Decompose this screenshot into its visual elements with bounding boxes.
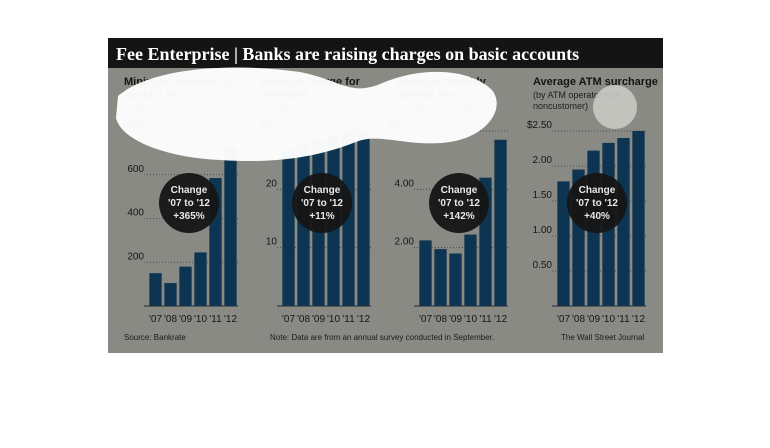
change-badge-text: Change xyxy=(171,185,208,196)
bar xyxy=(357,130,370,306)
graphic-title: Fee Enterprise | Banks are raising charg… xyxy=(116,44,580,64)
change-badge-text: '07 to '12 xyxy=(301,198,343,209)
x-tick-label: '08 xyxy=(434,314,447,325)
change-badge xyxy=(159,173,219,233)
x-tick-label: '07 xyxy=(149,314,162,325)
bar xyxy=(419,240,432,306)
x-tick-label: '10 xyxy=(602,314,615,325)
bar xyxy=(434,249,447,306)
x-tick-label: '08 xyxy=(572,314,585,325)
bar xyxy=(282,150,295,306)
change-badge-text: Change xyxy=(304,185,341,196)
change-badge-text: +142% xyxy=(443,211,475,222)
x-tick-label: '12 xyxy=(224,314,237,325)
y-tick-label: 2.00 xyxy=(395,237,415,248)
bar xyxy=(494,139,507,306)
bar xyxy=(449,253,462,306)
survey-note: Note: Data are from an annual survey con… xyxy=(270,333,495,342)
bar xyxy=(342,133,355,306)
publisher-credit: The Wall Street Journal xyxy=(561,333,645,342)
x-tick-label: '09 xyxy=(449,314,462,325)
charts-area: 200400600$800'07'08'09'10'11'12Change'07… xyxy=(122,120,646,325)
x-tick-label: '10 xyxy=(194,314,207,325)
x-tick-label: '07 xyxy=(419,314,432,325)
y-tick-label: 4.00 xyxy=(395,178,415,189)
y-tick-label: $800 xyxy=(122,120,145,131)
x-tick-label: '09 xyxy=(312,314,325,325)
y-tick-label: 2.00 xyxy=(533,155,553,166)
bar xyxy=(179,266,192,306)
infographic: Fee Enterprise | Banks are raising charg… xyxy=(108,38,663,353)
x-tick-label: '11 xyxy=(209,314,222,325)
y-tick-label: 200 xyxy=(127,251,144,262)
change-badge-text: Change xyxy=(579,185,616,196)
x-tick-label: '09 xyxy=(587,314,600,325)
title-bar: Fee Enterprise | Banks are raising charg… xyxy=(108,38,663,68)
change-badge-text: Change xyxy=(441,185,478,196)
x-tick-label: '08 xyxy=(164,314,177,325)
x-tick-label: '12 xyxy=(632,314,645,325)
y-tick-label: 1.50 xyxy=(533,190,553,201)
bar xyxy=(617,138,630,306)
bar xyxy=(149,273,162,306)
x-tick-label: '07 xyxy=(282,314,295,325)
y-tick-label: 400 xyxy=(127,208,144,219)
x-tick-label: '10 xyxy=(464,314,477,325)
y-tick-label: $2.50 xyxy=(527,120,552,131)
x-tick-label: '11 xyxy=(479,314,492,325)
bar xyxy=(194,252,207,306)
change-badge-text: +40% xyxy=(584,211,610,222)
y-tick-label: 1.00 xyxy=(533,225,553,236)
x-tick-label: '11 xyxy=(342,314,355,325)
change-badge-text: +365% xyxy=(173,211,205,222)
x-tick-label: '12 xyxy=(494,314,507,325)
y-tick-label: 600 xyxy=(127,164,144,175)
x-tick-label: '12 xyxy=(357,314,370,325)
x-tick-label: '10 xyxy=(327,314,340,325)
bar xyxy=(464,234,477,306)
bar xyxy=(557,181,570,306)
x-tick-label: '08 xyxy=(297,314,310,325)
y-tick-label: 10 xyxy=(266,237,278,248)
y-tick-label: 0.50 xyxy=(533,260,553,271)
x-tick-label: '07 xyxy=(557,314,570,325)
change-badge-text: '07 to '12 xyxy=(438,198,480,209)
x-tick-label: '09 xyxy=(179,314,192,325)
change-badge xyxy=(429,173,489,233)
bar xyxy=(224,147,237,306)
change-badge-text: '07 to '12 xyxy=(576,198,618,209)
bar xyxy=(632,131,645,306)
change-badge xyxy=(292,173,352,233)
y-tick-label: $30 xyxy=(260,120,277,131)
change-badge-text: '07 to '12 xyxy=(168,198,210,209)
change-badge xyxy=(567,173,627,233)
y-tick-label: 20 xyxy=(266,178,278,189)
bar xyxy=(164,283,177,306)
panel-4-subtitle: (by ATM operator to a noncustomer) xyxy=(533,90,620,111)
x-tick-label: '11 xyxy=(617,314,630,325)
source-note: Source: Bankrate xyxy=(124,333,186,342)
change-badge-text: +11% xyxy=(309,211,334,222)
y-tick-label: $6.00 xyxy=(389,120,414,131)
